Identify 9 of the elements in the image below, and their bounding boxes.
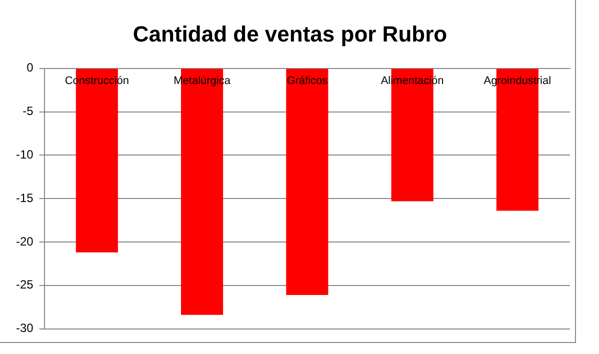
y-tick-label: -30 [16, 321, 34, 336]
y-tick-label: 0 [26, 60, 34, 75]
x-tick-label: Gráficos [286, 74, 328, 87]
y-tick-label: -20 [16, 234, 34, 248]
y-tick-label: -5 [22, 104, 34, 118]
chart-title: Cantidad de ventas por Rubro [132, 21, 448, 46]
y-tick-label: -25 [16, 278, 34, 292]
y-tick-label: -15 [16, 190, 34, 205]
y-tick-label: -10 [16, 148, 34, 162]
